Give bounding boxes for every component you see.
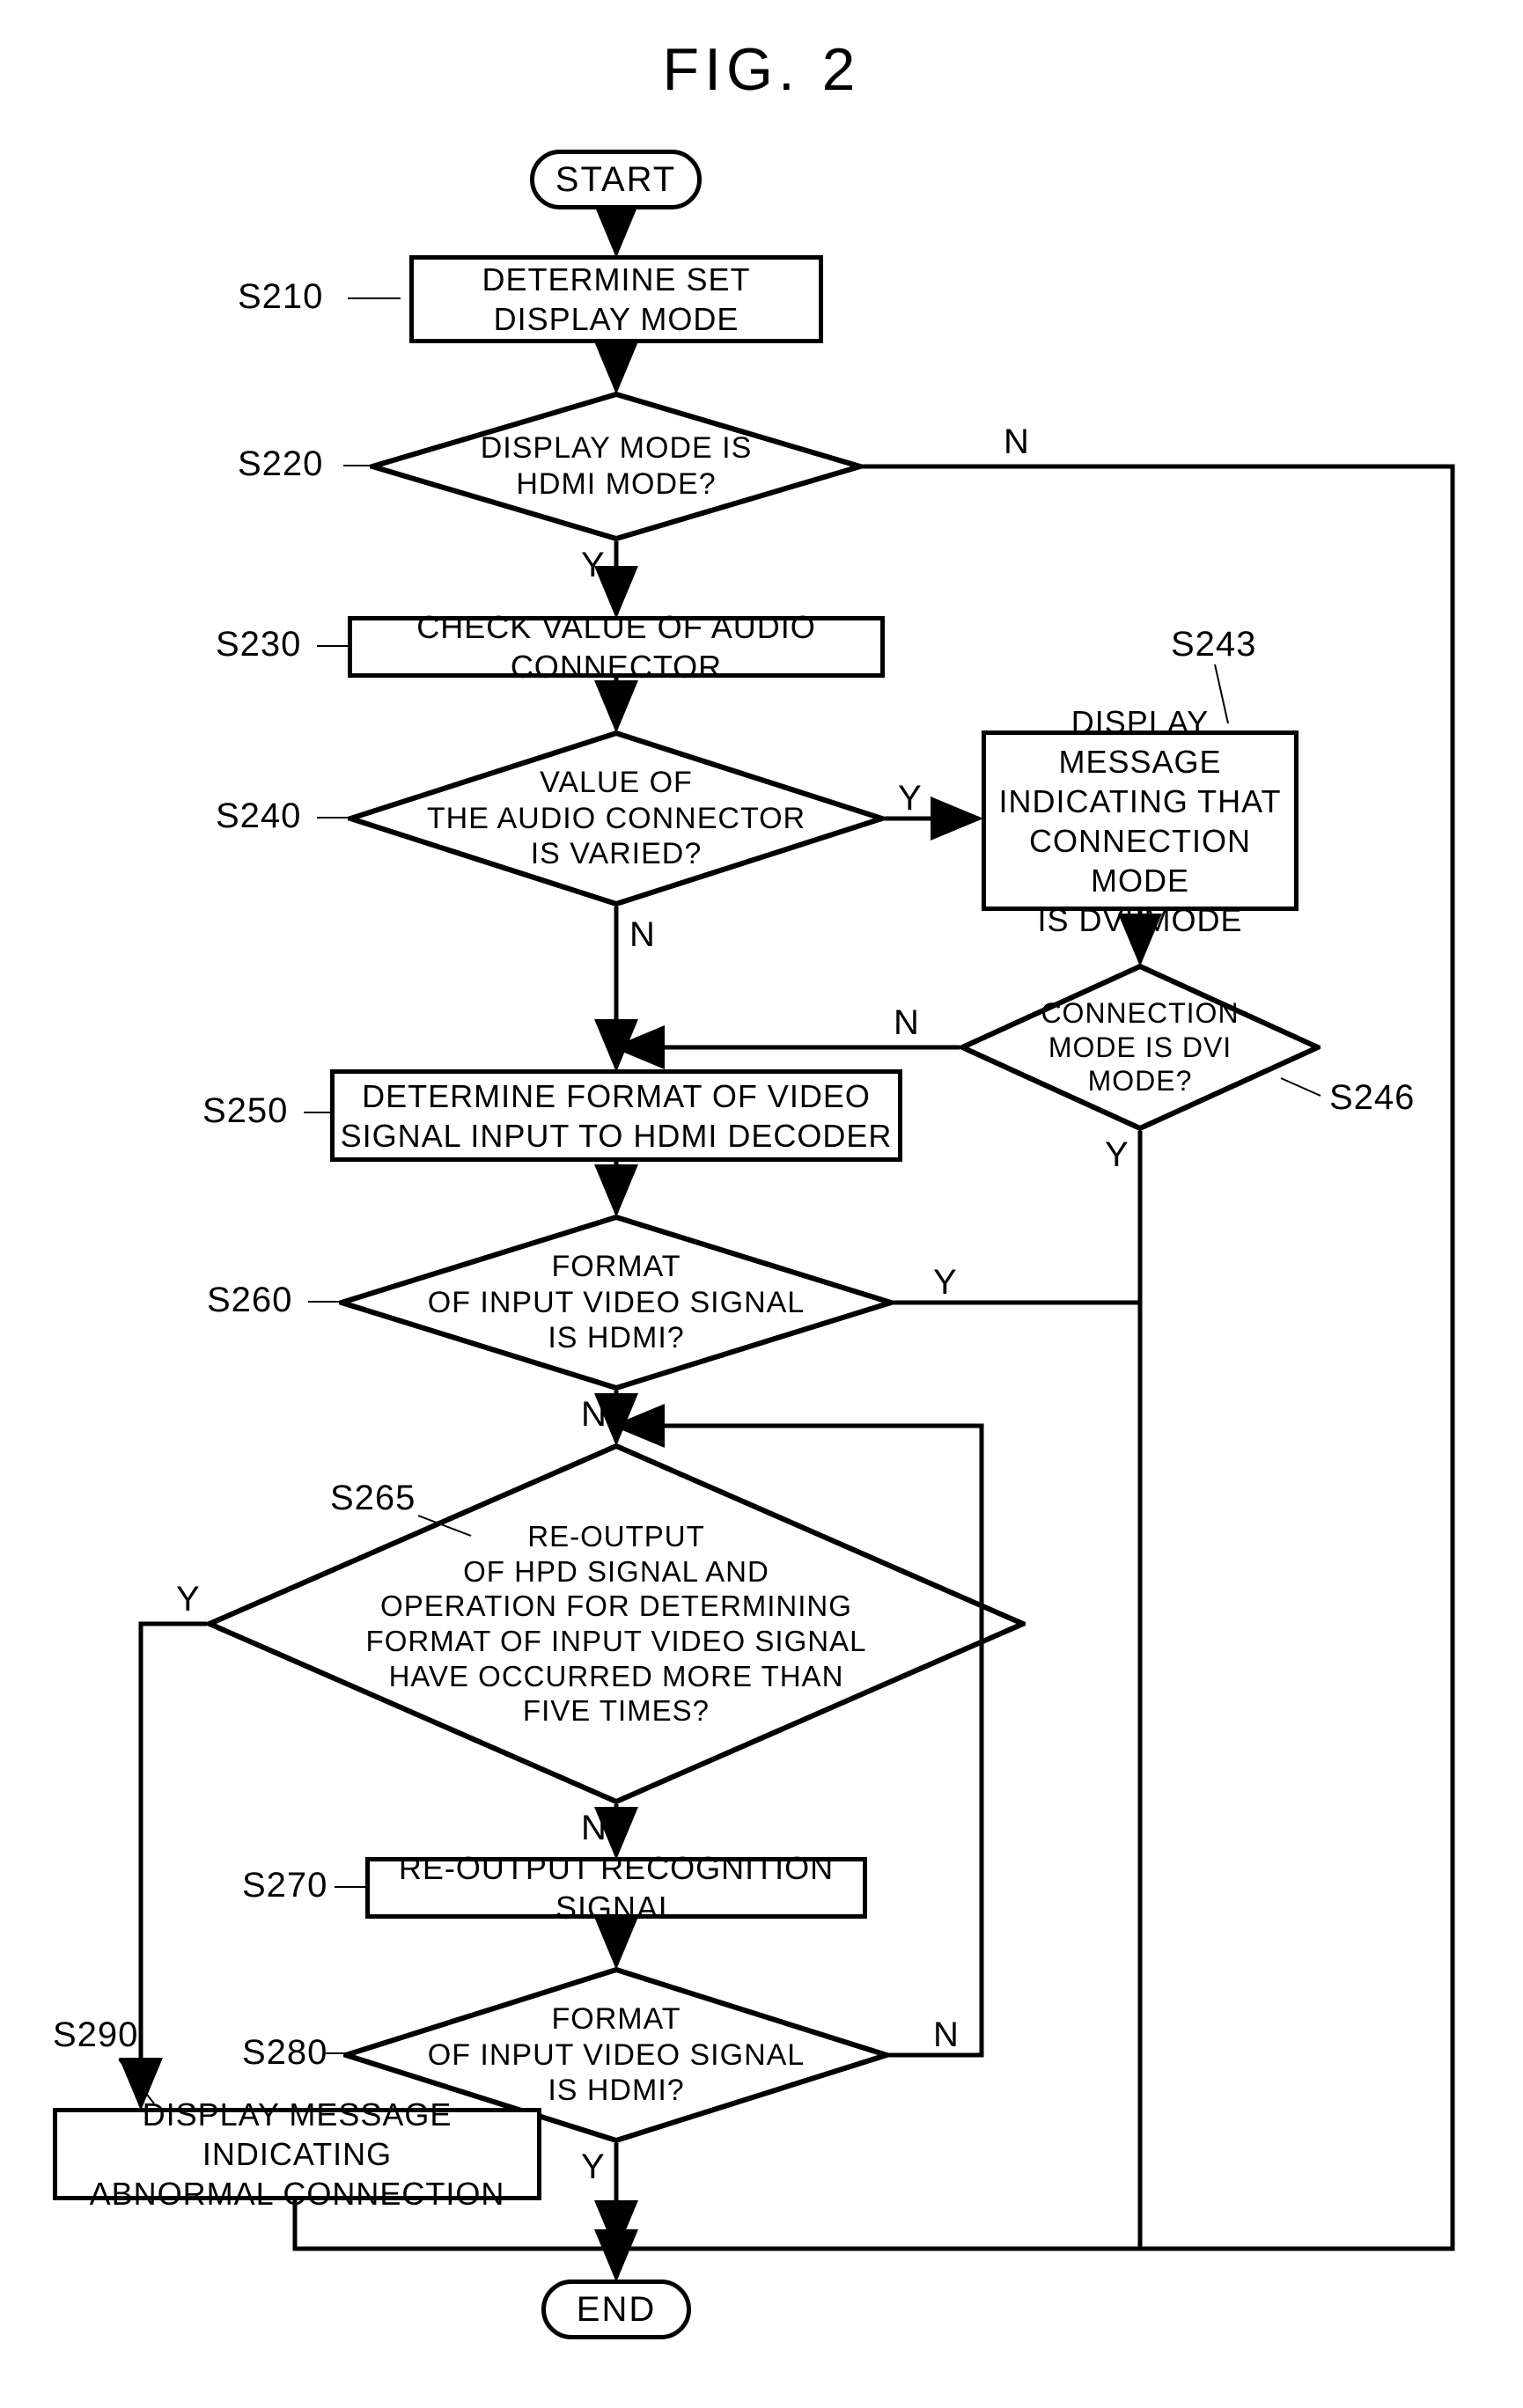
label-s243: S243 [1171,625,1256,664]
end-label: END [577,2290,656,2330]
s220-n: N [1004,422,1029,462]
s240-text: VALUE OF THE AUDIO CONNECTOR IS VARIED? [409,765,823,872]
label-s290: S290 [53,2015,138,2055]
s260-y: Y [933,1263,957,1303]
s250-text: DETERMINE FORMAT OF VIDEO SIGNAL INPUT T… [341,1076,893,1156]
s265-text: RE-OUTPUT OF HPD SIGNAL AND OPERATION FO… [349,1519,885,1729]
process-s243: DISPLAY MESSAGE INDICATING THAT CONNECTI… [982,730,1299,911]
decision-s246: CONNECTION MODE IS DVI MODE? [960,964,1321,1131]
label-s246: S246 [1329,1078,1415,1118]
s240-n: N [629,915,655,955]
label-s250: S250 [202,1091,288,1131]
s265-n: N [581,1809,607,1848]
s220-y: Y [581,546,605,585]
label-s260: S260 [207,1281,292,1320]
s246-y: Y [1105,1135,1129,1175]
label-s240: S240 [216,797,301,836]
label-s210: S210 [238,277,323,317]
s210-text: DETERMINE SET DISPLAY MODE [482,260,750,339]
s280-text: FORMAT OF INPUT VIDEO SIGNAL IS HDMI? [410,2001,822,2109]
tick-s240 [317,817,350,819]
s280-y: Y [581,2147,605,2187]
s246-n: N [894,1003,919,1043]
process-s230: CHECK VALUE OF AUDIO CONNECTOR [348,616,885,678]
s240-y: Y [898,779,922,819]
process-s290: DISPLAY MESSAGE INDICATING ABNORMAL CONN… [53,2108,541,2200]
start-terminal: START [530,150,702,209]
process-s210: DETERMINE SET DISPLAY MODE [409,255,823,343]
label-s220: S220 [238,444,323,484]
s220-text: DISPLAY MODE IS HDMI MODE? [463,430,770,503]
process-s270: RE-OUTPUT RECOGNITION SIGNAL [365,1857,867,1919]
tick-s250 [304,1112,330,1113]
tick-s270 [335,1886,365,1888]
label-s265: S265 [330,1479,416,1518]
s243-text: DISPLAY MESSAGE INDICATING THAT CONNECTI… [986,702,1294,940]
s260-n: N [581,1395,607,1435]
process-s250: DETERMINE FORMAT OF VIDEO SIGNAL INPUT T… [330,1069,902,1162]
label-s270: S270 [242,1866,327,1905]
label-s280: S280 [242,2033,327,2073]
s270-text: RE-OUTPUT RECOGNITION SIGNAL [370,1848,863,1927]
s280-n: N [933,2015,959,2055]
s265-y: Y [176,1580,200,1619]
figure-title: FIG. 2 [663,35,861,104]
flowchart-container: FIG. 2 START DETERMINE SET DISPLAY MODE … [0,0,1523,2408]
s260-text: FORMAT OF INPUT VIDEO SIGNAL IS HDMI? [410,1249,822,1356]
decision-s220: DISPLAY MODE IS HDMI MODE? [370,392,863,541]
start-label: START [555,160,676,200]
decision-s240: VALUE OF THE AUDIO CONNECTOR IS VARIED? [348,730,885,907]
decision-s260: FORMAT OF INPUT VIDEO SIGNAL IS HDMI? [339,1215,894,1391]
label-s230: S230 [216,625,301,664]
tick-s210 [348,297,401,299]
s230-text: CHECK VALUE OF AUDIO CONNECTOR [352,607,880,686]
tick-s260 [308,1301,343,1303]
s246-text: CONNECTION MODE IS DVI MODE? [1023,996,1256,1098]
end-terminal: END [541,2280,691,2339]
tick-s220 [343,465,379,466]
s290-text: DISPLAY MESSAGE INDICATING ABNORMAL CONN… [57,2095,537,2213]
tick-s230 [317,645,348,647]
